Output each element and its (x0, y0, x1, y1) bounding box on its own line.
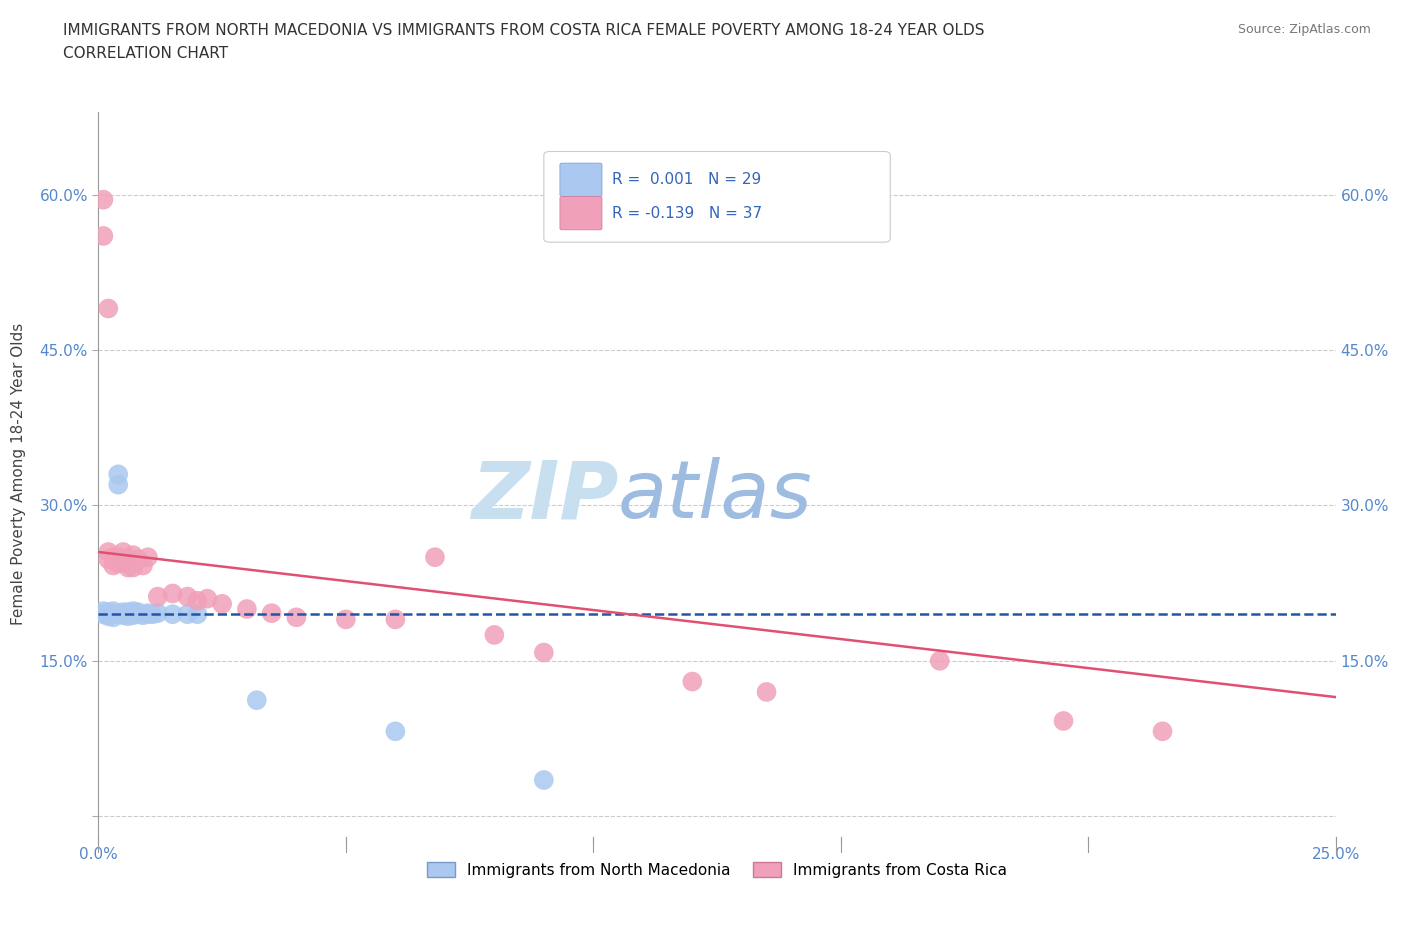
Point (1052, 713, 1074, 728)
Point (533, 773, 555, 788)
Point (112, 606, 135, 621)
Point (127, 604, 149, 619)
Point (112, 604, 135, 619)
Point (107, 477, 129, 492)
Point (107, 550, 129, 565)
Point (186, 593, 208, 608)
Point (117, 560, 139, 575)
Point (117, 604, 139, 619)
Point (112, 608, 135, 623)
Point (132, 558, 155, 573)
FancyBboxPatch shape (544, 152, 890, 242)
Point (127, 606, 149, 621)
Point (122, 560, 145, 575)
Point (117, 609, 139, 624)
Point (112, 555, 135, 570)
Point (97, 545, 120, 560)
Point (1152, 724, 1174, 738)
Legend: Immigrants from North Macedonia, Immigrants from Costa Rica: Immigrants from North Macedonia, Immigra… (420, 856, 1014, 884)
Point (93, 193, 115, 207)
Point (93, 229, 115, 244)
Point (122, 604, 145, 618)
Point (132, 608, 155, 623)
Text: ZIP: ZIP (471, 457, 619, 535)
Point (162, 586, 184, 601)
Point (103, 604, 125, 618)
Point (484, 628, 506, 643)
Point (246, 693, 269, 708)
Point (211, 596, 233, 611)
Point (260, 605, 283, 620)
Text: R =  0.001   N = 29: R = 0.001 N = 29 (612, 172, 761, 187)
Point (97, 604, 120, 619)
Point (107, 606, 129, 621)
Text: CORRELATION CHART: CORRELATION CHART (63, 46, 228, 61)
Point (681, 674, 703, 689)
Point (122, 608, 145, 623)
Point (103, 610, 125, 625)
Point (127, 551, 149, 566)
Point (103, 550, 125, 565)
Point (176, 606, 198, 621)
Point (142, 606, 165, 621)
Point (384, 724, 406, 738)
FancyBboxPatch shape (560, 163, 602, 196)
Point (533, 645, 555, 660)
Point (928, 654, 950, 669)
Point (122, 548, 145, 563)
Point (107, 556, 129, 571)
Point (186, 606, 208, 621)
Point (423, 550, 446, 565)
Point (103, 558, 125, 573)
Point (136, 606, 159, 621)
Point (236, 602, 259, 617)
Point (146, 605, 169, 620)
Point (335, 612, 357, 627)
Point (136, 605, 159, 620)
Text: IMMIGRANTS FROM NORTH MACEDONIA VS IMMIGRANTS FROM COSTA RICA FEMALE POVERTY AMO: IMMIGRANTS FROM NORTH MACEDONIA VS IMMIG… (63, 23, 984, 38)
Point (285, 610, 308, 625)
Point (97, 551, 120, 566)
Point (146, 589, 169, 604)
Text: R = -0.139   N = 37: R = -0.139 N = 37 (612, 206, 762, 220)
Point (176, 589, 198, 604)
FancyBboxPatch shape (560, 196, 602, 230)
Point (93, 606, 115, 621)
Text: atlas: atlas (619, 457, 813, 535)
Point (117, 551, 139, 566)
Point (384, 612, 406, 627)
Point (107, 467, 129, 482)
Point (93, 604, 115, 618)
Text: Source: ZipAtlas.com: Source: ZipAtlas.com (1237, 23, 1371, 36)
Point (97, 609, 120, 624)
Point (755, 684, 778, 699)
Point (136, 550, 159, 565)
Point (162, 606, 184, 621)
Y-axis label: Female Poverty Among 18-24 Year Olds: Female Poverty Among 18-24 Year Olds (11, 324, 25, 626)
Point (195, 591, 218, 606)
Point (97, 301, 120, 316)
Point (112, 545, 135, 560)
